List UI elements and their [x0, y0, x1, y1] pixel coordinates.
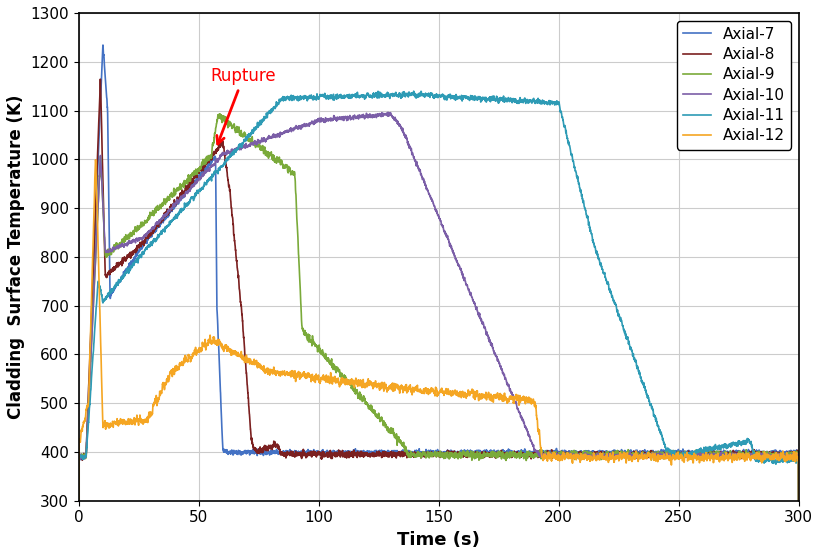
Axial-10: [396, 125, 406, 131]
Axial-7: [793, 498, 803, 504]
Axial-12: [90, 156, 100, 163]
Axial-11: [396, 93, 405, 100]
Axial-8: [95, 76, 105, 82]
X-axis label: Time (s): Time (s): [396, 531, 480, 549]
Axial-7: [396, 449, 406, 455]
Axial-8: [787, 456, 797, 463]
Axial-8: [396, 449, 406, 455]
Axial-12: [793, 498, 803, 504]
Axial-7: [241, 449, 251, 456]
Axial-10: [248, 141, 258, 147]
Axial-9: [787, 450, 797, 456]
Axial-11: [241, 135, 251, 141]
Axial-9: [245, 136, 255, 143]
Axial-11: [408, 88, 418, 95]
Axial-9: [345, 381, 355, 388]
Axial-7: [248, 448, 258, 454]
Axial-11: [787, 457, 797, 464]
Axial-8: [248, 444, 258, 450]
Line: Axial-12: Axial-12: [79, 160, 798, 501]
Axial-8: [74, 498, 84, 504]
Line: Axial-10: Axial-10: [79, 112, 798, 501]
Text: Rupture: Rupture: [210, 67, 276, 144]
Axial-12: [241, 355, 251, 361]
Axial-11: [793, 498, 803, 504]
Y-axis label: Cladding  Surface Temperature (K): Cladding Surface Temperature (K): [7, 95, 25, 419]
Axial-8: [793, 498, 803, 504]
Axial-12: [345, 377, 355, 384]
Axial-9: [396, 440, 406, 446]
Legend: Axial-7, Axial-8, Axial-9, Axial-10, Axial-11, Axial-12: Axial-7, Axial-8, Axial-9, Axial-10, Axi…: [676, 21, 790, 150]
Axial-10: [245, 141, 255, 147]
Axial-9: [74, 498, 84, 504]
Axial-12: [74, 498, 84, 504]
Axial-12: [396, 381, 406, 388]
Axial-11: [345, 94, 355, 101]
Line: Axial-9: Axial-9: [79, 114, 798, 501]
Axial-10: [74, 498, 84, 504]
Axial-8: [241, 368, 251, 375]
Axial-7: [98, 42, 108, 48]
Axial-7: [74, 498, 84, 504]
Axial-9: [248, 139, 258, 146]
Axial-12: [787, 457, 797, 464]
Axial-10: [345, 113, 355, 120]
Axial-10: [382, 109, 392, 116]
Axial-11: [245, 133, 255, 140]
Axial-9: [793, 498, 803, 504]
Axial-12: [248, 358, 258, 364]
Axial-9: [215, 111, 224, 117]
Axial-8: [345, 450, 355, 456]
Axial-11: [248, 128, 258, 135]
Axial-10: [241, 142, 251, 148]
Axial-10: [793, 498, 803, 504]
Line: Axial-7: Axial-7: [79, 45, 798, 501]
Axial-7: [345, 449, 355, 455]
Axial-7: [245, 450, 255, 456]
Axial-8: [245, 418, 255, 425]
Axial-11: [74, 498, 84, 504]
Line: Axial-11: Axial-11: [79, 91, 798, 501]
Axial-12: [245, 360, 255, 367]
Axial-9: [241, 134, 251, 141]
Axial-10: [787, 454, 797, 460]
Line: Axial-8: Axial-8: [79, 79, 798, 501]
Axial-7: [787, 449, 797, 456]
